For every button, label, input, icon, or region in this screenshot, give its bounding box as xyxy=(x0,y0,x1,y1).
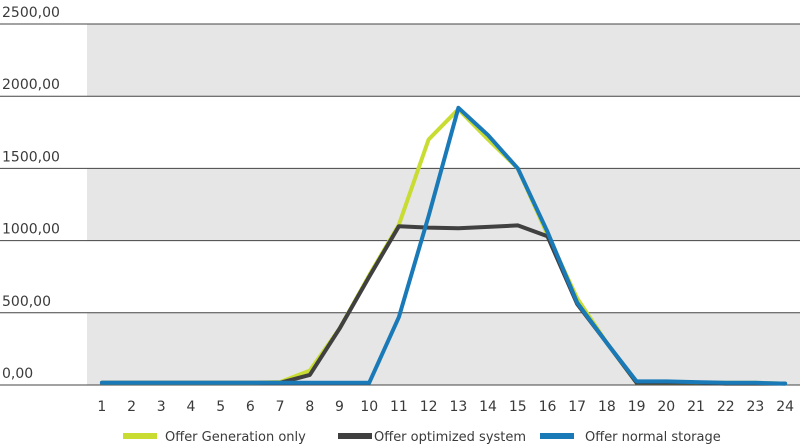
y-tick-label: 500,00 xyxy=(2,294,51,310)
x-tick-label: 10 xyxy=(360,399,378,415)
x-tick-label: 2 xyxy=(127,399,136,415)
x-tick-label: 24 xyxy=(776,399,794,415)
legend-swatch xyxy=(123,433,157,439)
y-tick-label: 1500,00 xyxy=(2,149,60,165)
y-tick-label: 1000,00 xyxy=(2,222,60,238)
x-tick-label: 18 xyxy=(598,399,616,415)
x-tick-label: 8 xyxy=(305,399,314,415)
x-tick-label: 5 xyxy=(216,399,225,415)
x-tick-label: 16 xyxy=(539,399,557,415)
legend-label: Offer optimized system xyxy=(374,430,526,445)
x-tick-label: 9 xyxy=(335,399,344,415)
x-tick-label: 12 xyxy=(420,399,438,415)
x-tick-label: 22 xyxy=(717,399,735,415)
legend: Offer Generation only Offer optimized sys… xyxy=(123,430,721,445)
y-axis-tick-labels: 0,00 500,00 1000,00 1500,00 2000,00 2500,00 xyxy=(2,5,60,382)
x-tick-label: 14 xyxy=(479,399,497,415)
x-tick-label: 7 xyxy=(276,399,285,415)
x-axis-tick-labels: 1 2 3 4 5 6 7 8 9 10 11 12 13 14 15 16 17 18 19 20 21 22 23 24 xyxy=(97,399,794,415)
legend-swatch xyxy=(540,433,574,439)
x-tick-label: 6 xyxy=(246,399,255,415)
grid-band xyxy=(87,312,800,385)
y-tick-label: 0,00 xyxy=(2,366,33,382)
x-tick-label: 19 xyxy=(628,399,646,415)
legend-label: Offer normal storage xyxy=(585,430,721,445)
x-tick-label: 20 xyxy=(657,399,675,415)
x-tick-label: 23 xyxy=(747,399,765,415)
series-lines xyxy=(99,105,788,386)
series-line-3 xyxy=(99,105,788,386)
grid-band xyxy=(87,24,800,97)
y-tick-label: 2500,00 xyxy=(2,5,60,21)
plot-background-bands xyxy=(87,24,800,385)
x-tick-label: 17 xyxy=(568,399,586,415)
x-tick-label: 11 xyxy=(390,399,408,415)
x-tick-label: 4 xyxy=(187,399,196,415)
x-tick-label: 15 xyxy=(509,399,527,415)
x-tick-label: 1 xyxy=(97,399,106,415)
x-tick-label: 13 xyxy=(449,399,467,415)
x-tick-label: 3 xyxy=(157,399,166,415)
legend-label: Offer Generation only xyxy=(165,430,306,445)
y-tick-label: 2000,00 xyxy=(2,77,60,93)
legend-swatch xyxy=(338,433,372,439)
x-tick-label: 21 xyxy=(687,399,705,415)
